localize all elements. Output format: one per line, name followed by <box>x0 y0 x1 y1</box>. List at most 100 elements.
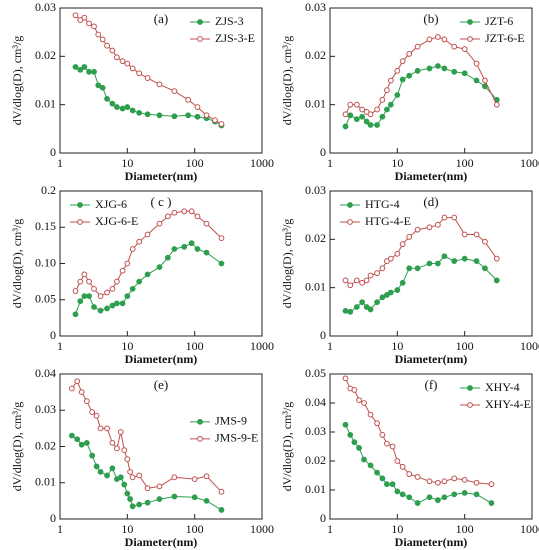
y-tick-label: 0.01 <box>305 482 326 496</box>
data-point <box>399 241 406 248</box>
data-point <box>203 497 210 504</box>
data-point <box>109 465 116 472</box>
series-line <box>345 378 492 485</box>
data-point <box>473 60 480 67</box>
x-axis-label: Diameter(nm) <box>395 352 468 366</box>
panel-label: (d) <box>423 194 438 209</box>
data-point <box>384 440 390 447</box>
data-point <box>117 474 124 481</box>
y-tick-label: 0.02 <box>305 48 326 62</box>
data-point <box>406 494 413 501</box>
data-point <box>109 302 116 309</box>
legend-marker <box>467 19 473 25</box>
y-tick-label: 0.03 <box>35 0 56 14</box>
data-point <box>109 47 116 54</box>
data-point <box>426 494 433 501</box>
legend-marker <box>197 435 203 442</box>
panel-label: ( c ) <box>151 194 172 209</box>
data-point <box>119 105 126 112</box>
data-point <box>493 277 500 284</box>
data-point <box>441 478 448 485</box>
data-point <box>171 88 178 95</box>
x-tick-label: 1 <box>57 522 63 536</box>
data-point <box>104 95 110 102</box>
data-point <box>426 478 433 485</box>
data-point <box>351 439 358 446</box>
legend-label: ZJS-3 <box>215 14 244 28</box>
data-point <box>342 277 349 284</box>
series-line <box>345 36 498 115</box>
x-axis-label: Diameter(nm) <box>125 169 198 183</box>
data-point <box>379 475 386 482</box>
data-point <box>129 246 136 252</box>
data-point <box>188 208 195 215</box>
data-point <box>218 260 225 267</box>
data-point <box>72 64 79 70</box>
data-point <box>399 463 406 470</box>
data-point <box>89 409 96 415</box>
data-point <box>342 307 349 314</box>
data-point <box>353 277 360 284</box>
data-point <box>351 387 358 393</box>
data-point <box>434 479 441 486</box>
x-tick-label: 1 <box>57 156 63 170</box>
data-point <box>124 60 131 67</box>
x-tick-label: 10 <box>391 522 403 536</box>
data-point <box>99 84 106 91</box>
data-point <box>363 118 370 125</box>
data-point <box>203 220 210 227</box>
data-point <box>461 490 468 496</box>
legend-marker <box>77 202 83 208</box>
data-point <box>394 250 401 257</box>
data-point <box>342 375 349 382</box>
data-point <box>218 121 225 127</box>
series-line <box>71 435 222 511</box>
series-line <box>71 380 222 493</box>
data-point <box>356 445 362 451</box>
y-axis-label: dV/dlog(D), cm³/g <box>10 402 24 492</box>
data-point <box>121 447 128 454</box>
data-point <box>473 491 480 498</box>
data-point <box>171 209 178 216</box>
data-point <box>194 104 201 110</box>
data-point <box>399 58 406 65</box>
data-point <box>342 123 349 130</box>
data-point <box>89 452 96 459</box>
data-point <box>91 68 97 75</box>
plot-frame <box>329 373 533 520</box>
data-point <box>91 23 97 30</box>
data-point <box>361 456 367 463</box>
data-point <box>93 463 100 470</box>
data-point <box>359 113 366 120</box>
data-point <box>493 255 500 262</box>
data-point <box>441 214 448 221</box>
data-point <box>97 468 104 475</box>
y-tick-label: 0.01 <box>35 475 56 489</box>
data-point <box>367 411 374 418</box>
panel: 1 10 100 1000 0 0.05 0.10 0.15 0.2 Diameter(nm) dV… <box>10 183 274 366</box>
data-point <box>124 104 131 110</box>
data-point <box>374 299 380 306</box>
data-point <box>86 68 92 75</box>
data-point <box>109 439 116 446</box>
y-tick-label: 0.02 <box>35 438 56 452</box>
data-point <box>361 400 367 406</box>
y-axis-label: dV/dlog(D), cm³/g <box>280 36 294 126</box>
data-point <box>473 231 480 238</box>
data-point <box>81 64 88 70</box>
legend-marker <box>347 202 353 208</box>
data-point <box>104 42 110 49</box>
legend-marker <box>77 219 83 225</box>
data-point <box>171 493 178 500</box>
data-point <box>181 208 188 215</box>
data-point <box>194 213 201 220</box>
x-tick-label: 1 <box>327 522 333 536</box>
legend-marker <box>197 418 203 425</box>
data-point <box>104 425 110 432</box>
x-tick-label: 100 <box>456 522 474 536</box>
y-tick-label: 0.2 <box>41 183 56 197</box>
data-point <box>109 100 116 107</box>
plot-frame <box>59 7 263 154</box>
data-point <box>394 67 401 74</box>
